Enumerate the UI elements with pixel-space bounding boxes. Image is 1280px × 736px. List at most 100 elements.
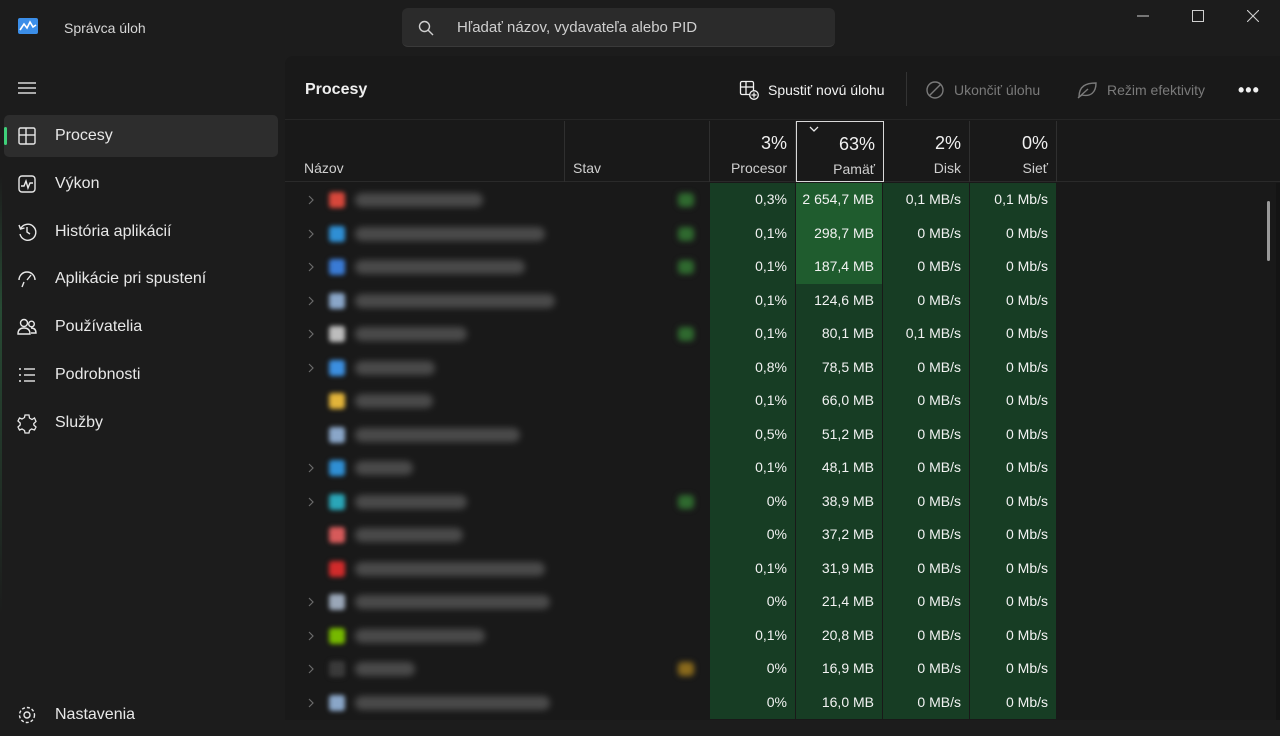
chevron-right-icon[interactable] [307, 262, 315, 272]
table-row[interactable]: 0% 37,2 MB 0 MB/s 0 Mb/s [285, 518, 1280, 552]
run-new-task-label: Spustiť novú úlohu [768, 82, 885, 98]
memory-cell: 80,1 MB [796, 317, 883, 351]
close-button[interactable] [1226, 0, 1280, 32]
search-input[interactable]: Hľadať názov, vydavateľa alebo PID [457, 19, 698, 36]
processes-icon [18, 127, 36, 145]
end-task-button[interactable]: Ukončiť úlohu [925, 78, 1040, 102]
efficiency-mode-button[interactable]: Režim efektivity [1076, 78, 1205, 102]
table-row[interactable]: 0% 16,0 MB 0 MB/s 0 Mb/s [285, 685, 1280, 719]
disk-total-percent: 2% [934, 133, 961, 153]
more-options-icon[interactable]: ••• [1238, 80, 1260, 100]
column-memory[interactable]: 63% Pamäť [796, 121, 884, 182]
process-name-blurred [355, 293, 555, 308]
disk-cell: 0,1 MB/s [883, 183, 970, 217]
chevron-right-icon[interactable] [307, 195, 315, 205]
chevron-right-icon[interactable] [307, 631, 315, 641]
table-row[interactable]: 0,1% 298,7 MB 0 MB/s 0 Mb/s [285, 216, 1280, 250]
memory-total-percent: 63% [838, 134, 875, 154]
sidebar-item-processes[interactable]: Procesy [4, 115, 278, 157]
process-icon [329, 560, 345, 577]
table-row[interactable]: 0,1% 66,0 MB 0 MB/s 0 Mb/s [285, 384, 1280, 418]
column-disk[interactable]: 2% Disk [884, 121, 970, 182]
table-row[interactable]: 0% 21,4 MB 0 MB/s 0 Mb/s [285, 585, 1280, 619]
efficiency-status-icon [678, 226, 694, 241]
cpu-cell: 0% [710, 652, 796, 686]
sidebar-item-label: Podrobnosti [55, 366, 141, 383]
disk-cell: 0 MB/s [883, 551, 970, 585]
chevron-right-icon[interactable] [307, 497, 315, 507]
cpu-cell: 0,1% [710, 283, 796, 317]
startup-icon [18, 271, 36, 288]
table-row[interactable]: 0,1% 80,1 MB 0,1 MB/s 0 Mb/s [285, 317, 1280, 351]
network-cell: 0 Mb/s [970, 585, 1057, 619]
memory-cell: 37,2 MB [796, 518, 883, 552]
process-name-blurred [355, 695, 550, 710]
memory-cell: 31,9 MB [796, 551, 883, 585]
chevron-right-icon[interactable] [307, 463, 315, 473]
app-title: Správca úloh [64, 20, 146, 36]
process-icon [329, 426, 345, 443]
page-title: Procesy [305, 81, 368, 98]
services-icon [17, 414, 37, 434]
sidebar-item-label: Služby [55, 414, 104, 431]
sidebar-item-services[interactable]: Služby [4, 402, 278, 444]
column-cpu[interactable]: 3% Procesor [710, 121, 796, 182]
process-name-blurred [355, 193, 483, 207]
column-name-label: Názov [304, 160, 344, 176]
network-cell: 0 Mb/s [970, 216, 1057, 250]
table-row[interactable]: 0,1% 48,1 MB 0 MB/s 0 Mb/s [285, 451, 1280, 485]
table-row[interactable]: 0% 16,9 MB 0 MB/s 0 Mb/s [285, 652, 1280, 686]
sidebar-item-details[interactable]: Podrobnosti [4, 354, 278, 396]
cpu-cell: 0,1% [710, 216, 796, 250]
column-network[interactable]: 0% Sieť [970, 121, 1057, 182]
sidebar-item-startup-apps[interactable]: Aplikácie pri spustení [4, 258, 278, 300]
column-memory-label: Pamäť [833, 161, 875, 177]
cpu-cell: 0,1% [710, 451, 796, 485]
chevron-right-icon[interactable] [307, 229, 315, 239]
process-name-blurred [355, 494, 467, 509]
efficiency-status-icon [678, 260, 694, 274]
table-row[interactable]: 0,1% 20,8 MB 0 MB/s 0 Mb/s [285, 618, 1280, 652]
chevron-right-icon[interactable] [307, 296, 315, 306]
search-box[interactable]: Hľadať názov, vydavateľa alebo PID [402, 8, 835, 47]
table-row[interactable]: 0,1% 124,6 MB 0 MB/s 0 Mb/s [285, 283, 1280, 317]
disk-cell: 0 MB/s [883, 283, 970, 317]
sidebar-item-performance[interactable]: Výkon [4, 163, 278, 205]
table-row[interactable]: 0,1% 31,9 MB 0 MB/s 0 Mb/s [285, 551, 1280, 585]
toolbar: Procesy Spustiť novú úlohu Ukončiť úlohu [285, 56, 1280, 120]
chevron-right-icon[interactable] [307, 363, 315, 373]
chevron-right-icon[interactable] [307, 664, 315, 674]
maximize-button[interactable] [1171, 0, 1225, 32]
column-status[interactable]: Stav [565, 121, 710, 182]
cpu-cell: 0,1% [710, 317, 796, 351]
process-name-blurred [355, 628, 485, 643]
chevron-right-icon[interactable] [307, 329, 315, 339]
sidebar-item-label: História aplikácií [55, 223, 172, 240]
processes-panel: Procesy Spustiť novú úlohu Ukončiť úlohu [285, 56, 1280, 720]
hamburger-menu-icon[interactable] [16, 78, 38, 98]
sidebar-item-app-history[interactable]: História aplikácií [4, 211, 278, 253]
memory-cell: 78,5 MB [796, 350, 883, 384]
run-new-task-button[interactable]: Spustiť novú úlohu [739, 78, 885, 102]
memory-cell: 38,9 MB [796, 484, 883, 518]
chevron-right-icon[interactable] [307, 597, 315, 607]
minimize-button[interactable] [1116, 0, 1170, 32]
table-row[interactable]: 0,3% 2 654,7 MB 0,1 MB/s 0,1 Mb/s [285, 183, 1280, 217]
sidebar-item-users[interactable]: Používatelia [4, 306, 278, 348]
scrollbar-track[interactable] [1276, 183, 1280, 720]
disk-cell: 0 MB/s [883, 350, 970, 384]
sidebar-item-settings[interactable]: Nastavenia [4, 694, 278, 736]
table-row[interactable]: 0,8% 78,5 MB 0 MB/s 0 Mb/s [285, 350, 1280, 384]
cpu-cell: 0% [710, 585, 796, 619]
process-name-blurred [355, 595, 550, 609]
table-row[interactable]: 0,1% 187,4 MB 0 MB/s 0 Mb/s [285, 250, 1280, 284]
network-cell: 0 Mb/s [970, 317, 1057, 351]
memory-cell: 16,0 MB [796, 685, 883, 719]
table-row[interactable]: 0,5% 51,2 MB 0 MB/s 0 Mb/s [285, 417, 1280, 451]
network-cell: 0 Mb/s [970, 685, 1057, 719]
memory-cell: 20,8 MB [796, 618, 883, 652]
scrollbar-thumb[interactable] [1267, 201, 1270, 261]
table-row[interactable]: 0% 38,9 MB 0 MB/s 0 Mb/s [285, 484, 1280, 518]
column-name[interactable]: Názov [285, 121, 565, 182]
chevron-right-icon[interactable] [307, 698, 315, 708]
